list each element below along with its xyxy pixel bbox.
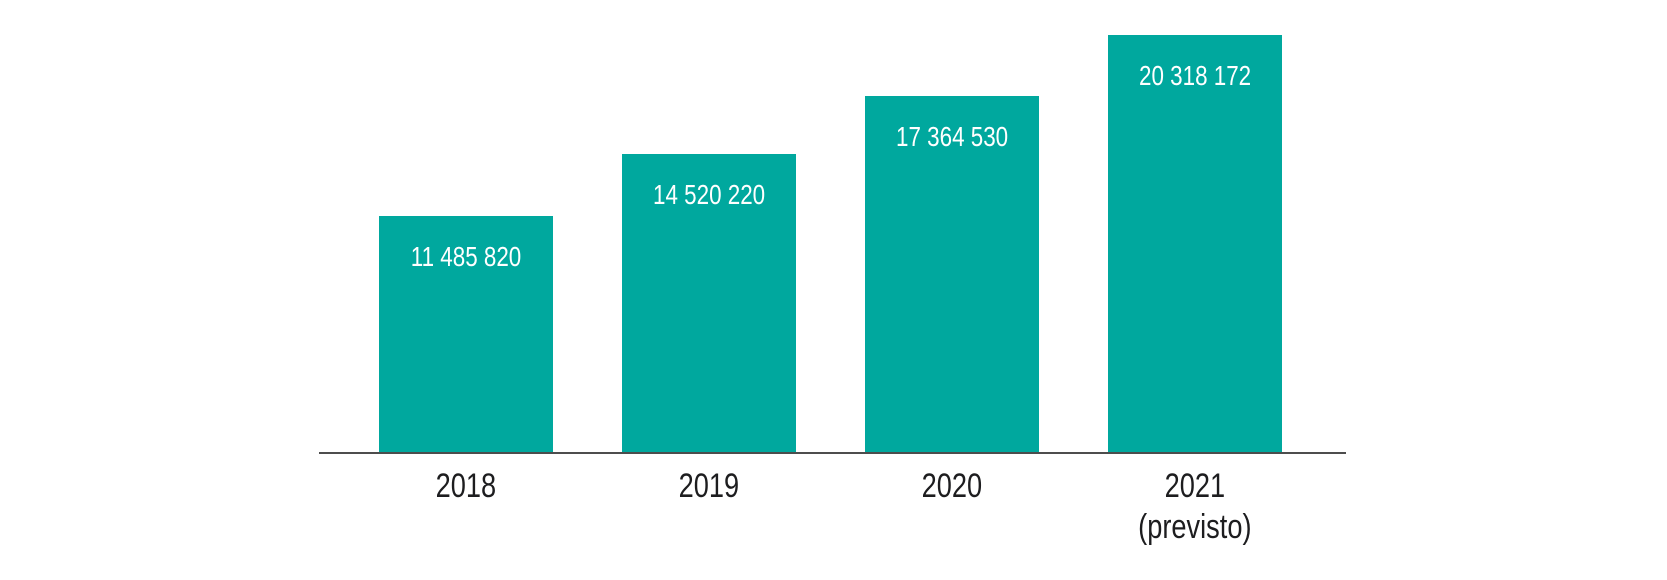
x-tick-year-text: 2020 (921, 467, 983, 505)
bar-2020: 17 364 530 (865, 96, 1039, 452)
bar-value-label: 11 485 820 (379, 242, 553, 272)
bar-value-label: 14 520 220 (622, 180, 796, 210)
x-tick-label-2019: 2019 (622, 466, 796, 548)
bar-2021: 20 318 172 (1108, 35, 1282, 452)
bar-value-label: 20 318 172 (1108, 61, 1282, 91)
x-tick-label-2021: 2021 (previsto) (1108, 466, 1282, 548)
x-tick-year-text: 2021 (1164, 467, 1226, 505)
x-tick-label-2018: 2018 (379, 466, 553, 548)
bar-2019: 14 520 220 (622, 154, 796, 452)
x-tick-year-text: 2019 (678, 467, 740, 505)
x-axis-tick-labels: 2018 2019 2020 2021 (previsto) (319, 466, 1346, 548)
bar-value-text: 11 485 820 (410, 241, 522, 272)
bar-2018: 11 485 820 (379, 216, 553, 452)
x-tick-year-text: 2018 (435, 467, 497, 505)
x-tick-sublabel-text: (previsto) (1138, 508, 1252, 546)
bar-value-text: 14 520 220 (652, 179, 766, 210)
bar-value-text: 17 364 530 (895, 121, 1009, 152)
x-tick-label-2020: 2020 (865, 466, 1039, 548)
bar-value-label: 17 364 530 (865, 122, 1039, 152)
bar-value-text: 20 318 172 (1138, 60, 1252, 91)
x-axis-line (319, 452, 1346, 454)
bars-area: 11 485 820 14 520 220 17 364 530 20 318 172 (319, 0, 1346, 452)
